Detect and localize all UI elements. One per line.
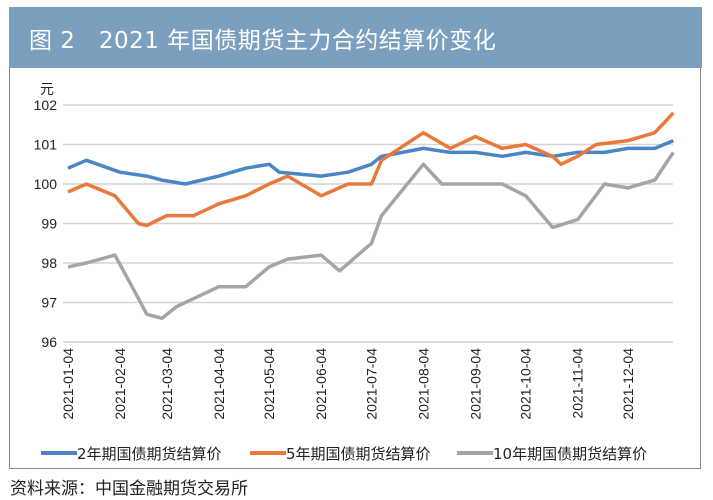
x-tick-label: 2021-09-04 [467,348,483,420]
chart-header: 图 2 2021 年国债期货主力合约结算价变化 [9,7,702,68]
chart-frame [9,68,701,469]
x-tick-label: 2021-06-04 [313,348,329,420]
y-tick-label: 98 [41,255,57,271]
y-tick-label: 101 [34,137,58,153]
legend-label: 5年期国债期货结算价 [286,445,431,463]
series-line [67,138,674,186]
legend-label: 2年期国债期货结算价 [77,445,222,463]
legend-label: 10年期国债期货结算价 [493,445,647,463]
x-tick-label: 2021-04-04 [211,348,227,420]
x-tick-label: 2021-05-04 [261,348,277,420]
series-line [67,111,675,228]
x-tick-label: 2021-08-04 [415,348,431,420]
x-tick-label: 2021-11-04 [570,348,586,419]
y-axis-label: 元 [40,82,54,98]
y-tick-label: 99 [41,216,57,232]
y-tick-label: 97 [41,295,57,311]
x-tick-label: 2021-02-04 [112,348,128,420]
x-tick-label: 2021-07-04 [363,348,379,420]
chart-title: 图 2 2021 年国债期货主力合约结算价变化 [29,28,497,54]
y-tick-label: 102 [34,97,58,113]
x-tick-label: 2021-10-04 [518,348,534,420]
y-tick-label: 100 [34,176,58,192]
series-line [67,151,675,321]
y-tick-label: 96 [41,334,57,350]
x-tick-label: 2021-01-04 [60,348,76,420]
x-tick-label: 2021-12-04 [620,348,636,420]
source-note: 资料来源：中国金融期货交易所 [10,479,248,499]
x-tick-label: 2021-03-04 [159,348,175,420]
